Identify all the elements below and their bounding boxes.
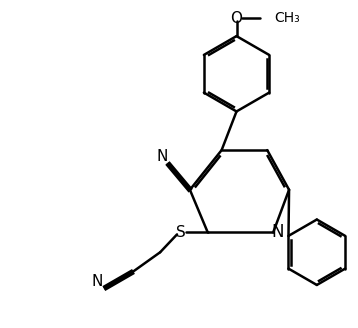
- Text: N: N: [91, 274, 103, 289]
- Text: CH₃: CH₃: [274, 11, 300, 25]
- Text: O: O: [231, 11, 242, 26]
- Text: S: S: [176, 225, 186, 240]
- Text: N: N: [271, 223, 284, 241]
- Text: N: N: [156, 149, 168, 164]
